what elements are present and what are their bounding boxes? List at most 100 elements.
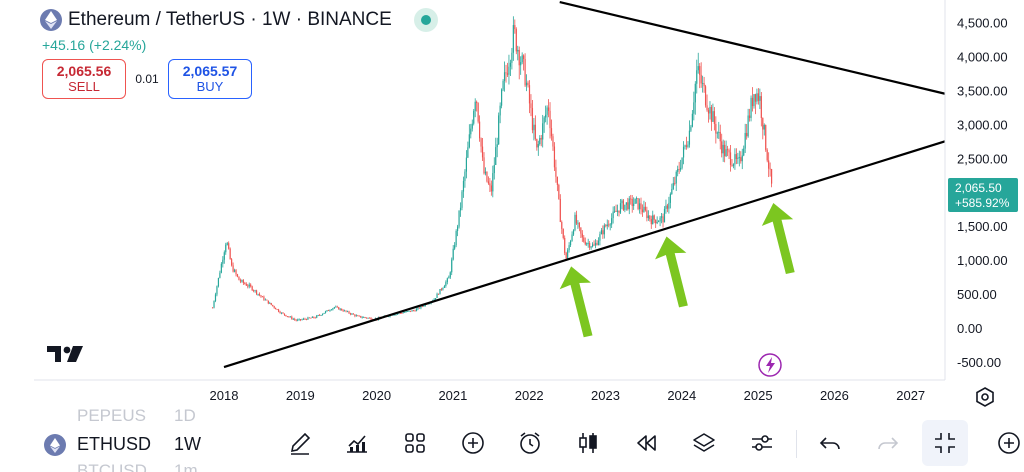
add-icon[interactable] xyxy=(458,428,488,458)
settings-sliders-icon[interactable] xyxy=(747,428,777,458)
flash-icon[interactable] xyxy=(758,353,782,377)
candle-body xyxy=(540,138,542,140)
candle-body xyxy=(534,124,536,139)
layouts-icon[interactable] xyxy=(400,428,430,458)
candle-body xyxy=(275,307,277,310)
y-tick-label: 3,000.00 xyxy=(957,117,1008,132)
candle-body xyxy=(222,259,224,264)
candle-body xyxy=(682,146,685,158)
undo-icon[interactable] xyxy=(815,428,845,458)
candles-layer xyxy=(211,16,773,322)
candles-icon[interactable] xyxy=(573,428,603,458)
upper-resistance-trendline[interactable] xyxy=(559,1,946,95)
timeframe-selector[interactable]: 1W xyxy=(174,434,201,454)
candle-body xyxy=(589,242,591,248)
candle-body xyxy=(330,309,333,311)
candle-body xyxy=(226,243,228,245)
candle-body xyxy=(286,316,288,318)
candle-body xyxy=(273,306,275,308)
x-tick-label: 2018 xyxy=(210,388,239,403)
candle-body xyxy=(712,111,714,122)
candle-body xyxy=(421,306,423,307)
candle-body xyxy=(476,101,478,104)
y-tick-label: 1,000.00 xyxy=(957,253,1008,268)
y-tick-label: 2,500.00 xyxy=(957,151,1008,166)
price-badge: 2,065.50 +585.92% xyxy=(948,178,1018,212)
redo-icon[interactable] xyxy=(873,428,903,458)
candle-body xyxy=(393,314,396,316)
candle-body xyxy=(638,203,641,210)
candle-body xyxy=(547,107,550,111)
candle-body xyxy=(568,245,570,251)
zoom-in-icon[interactable] xyxy=(994,428,1024,458)
candle-body xyxy=(753,94,755,107)
candle-body xyxy=(719,131,721,142)
candle-body xyxy=(366,317,368,319)
candle-body xyxy=(603,225,605,235)
candle-body xyxy=(289,316,291,318)
candle-body xyxy=(348,311,350,314)
spread-value: 0.01 xyxy=(135,72,159,86)
candle-body xyxy=(690,126,692,131)
candle-body xyxy=(349,313,352,315)
candle-body xyxy=(254,290,256,292)
candle-body xyxy=(277,309,280,312)
candle-body xyxy=(757,93,759,101)
candle-body xyxy=(417,307,419,309)
layers-icon[interactable] xyxy=(689,428,719,458)
trendlines-layer[interactable] xyxy=(223,1,946,369)
candle-body xyxy=(244,282,246,284)
candle-body xyxy=(399,312,401,314)
candle-body xyxy=(754,94,757,102)
candle-body xyxy=(517,49,519,52)
candle-body xyxy=(612,211,614,219)
candle-body xyxy=(622,200,625,210)
candle-body xyxy=(699,66,701,75)
watchlist-ghost-bottom: BTCUSD xyxy=(77,461,147,472)
candle-body xyxy=(762,117,764,130)
replay-icon[interactable] xyxy=(631,428,661,458)
buy-button[interactable]: 2,065.57 BUY xyxy=(168,59,252,99)
candle-body xyxy=(310,317,312,319)
candle-body xyxy=(569,241,572,246)
indicators-icon[interactable] xyxy=(342,428,372,458)
candle-body xyxy=(587,242,589,244)
candle-body xyxy=(627,202,629,210)
chart-settings-icon[interactable] xyxy=(974,386,996,408)
alarm-icon[interactable] xyxy=(515,428,545,458)
candle-body xyxy=(436,293,438,298)
candle-body xyxy=(266,299,268,301)
candle-body xyxy=(615,210,617,212)
candle-body xyxy=(624,204,626,210)
candle-body xyxy=(493,165,495,174)
symbol-selector[interactable]: ETHUSD xyxy=(77,434,152,454)
watchlist-ghost-bottom-tf: 1m xyxy=(174,461,198,472)
candle-body xyxy=(307,317,309,320)
pencil-icon[interactable] xyxy=(285,428,315,458)
candle-body xyxy=(291,316,293,320)
candle-body xyxy=(396,313,399,315)
candle-body xyxy=(456,226,459,231)
candle-body xyxy=(681,157,683,168)
candle-body xyxy=(728,150,730,153)
lower-support-trendline[interactable] xyxy=(223,140,946,369)
candle-body xyxy=(668,202,670,209)
candle-body xyxy=(364,317,366,318)
fullscreen-exit-icon[interactable] xyxy=(922,420,968,466)
candle-body xyxy=(404,312,406,313)
candle-body xyxy=(228,243,230,249)
candle-body xyxy=(355,315,357,317)
candle-body xyxy=(433,299,435,301)
candle-body xyxy=(594,242,597,246)
candle-body xyxy=(644,206,647,211)
candle-body xyxy=(600,230,602,235)
green-up-arrow xyxy=(559,266,593,338)
sell-button[interactable]: 2,065.56 SELL xyxy=(42,59,126,99)
candle-body xyxy=(299,319,302,320)
candle-body xyxy=(697,66,699,71)
candle-body xyxy=(527,82,529,86)
symbol-title[interactable]: Ethereum / TetherUS · 1W · BINANCE xyxy=(68,9,392,30)
candle-body xyxy=(292,318,294,320)
candle-body xyxy=(630,198,632,200)
